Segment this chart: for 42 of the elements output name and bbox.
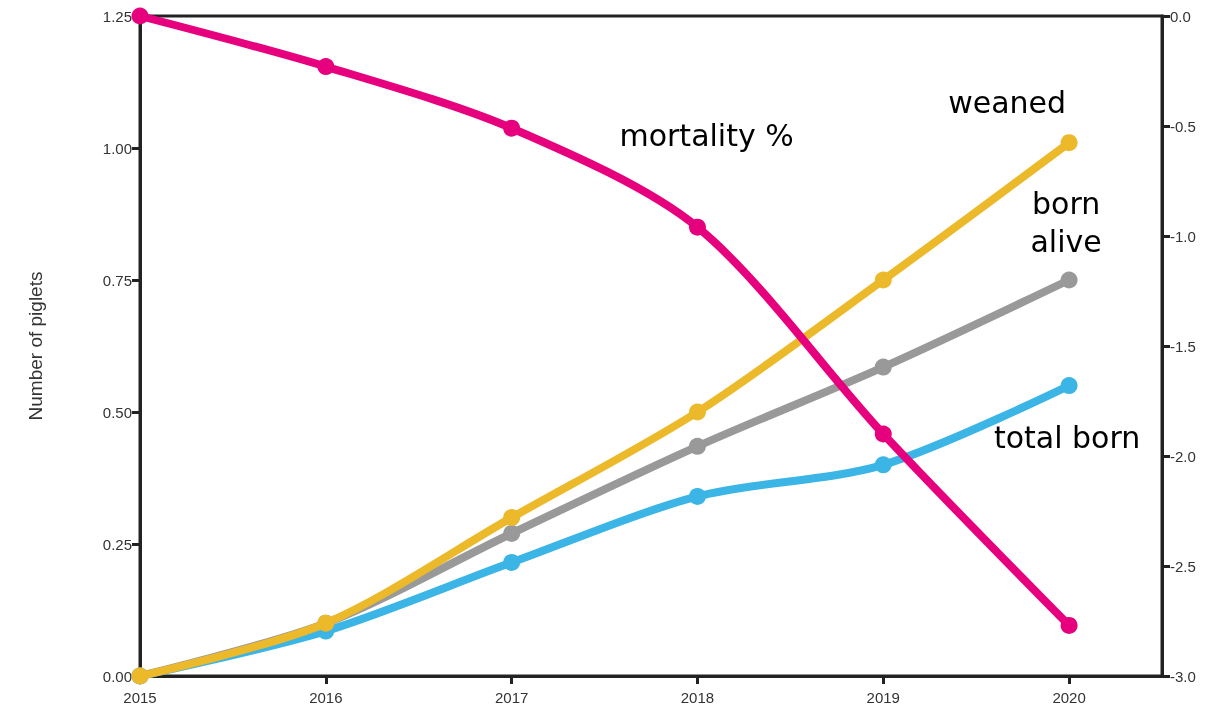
series-label: mortality % [619, 117, 794, 153]
y-tick-label: 0.50 [102, 403, 132, 421]
y-tick-label: 0.25 [102, 535, 132, 553]
point [503, 524, 521, 542]
point [503, 553, 521, 571]
series-label: born alive [1030, 185, 1102, 259]
x-tick-label: 2020 [1052, 689, 1086, 706]
point [317, 58, 335, 76]
x-tick-label: 2016 [309, 689, 343, 706]
series-label: weaned [948, 85, 1067, 121]
y-tick-label: 1.25 [102, 7, 132, 25]
point [688, 403, 706, 421]
y2-tick-label: -2.0 [1170, 447, 1196, 465]
y2-tick-label: 0.0 [1170, 7, 1191, 25]
y2-tick-label: -1.5 [1170, 337, 1196, 355]
point [1060, 271, 1078, 289]
point [688, 437, 706, 455]
point [688, 218, 706, 236]
point [874, 425, 892, 443]
point [1060, 134, 1078, 152]
series-label: total born [993, 420, 1141, 456]
point [1060, 616, 1078, 634]
point [503, 119, 521, 137]
x-tick-label: 2019 [866, 689, 900, 706]
x-tick-label: 2015 [123, 689, 157, 706]
point [874, 358, 892, 376]
y2-tick-label: -2.5 [1170, 557, 1196, 575]
x-tick-label: 2018 [680, 689, 715, 706]
point [1060, 377, 1078, 395]
y-tick-label: 0.00 [102, 667, 132, 685]
y2-tick-label: -3.0 [1170, 667, 1196, 685]
x-tick-label: 2017 [494, 689, 529, 706]
point [131, 7, 149, 25]
point [874, 456, 892, 474]
point [688, 487, 706, 505]
y-tick-label: 1.00 [102, 139, 132, 157]
y-axis-title: Number of piglets [25, 271, 46, 421]
point [503, 509, 521, 527]
y2-tick-label: -1.0 [1170, 227, 1196, 245]
point [874, 271, 892, 289]
y2-tick-label: -0.5 [1170, 117, 1196, 135]
y-tick-label: 0.75 [102, 271, 132, 289]
